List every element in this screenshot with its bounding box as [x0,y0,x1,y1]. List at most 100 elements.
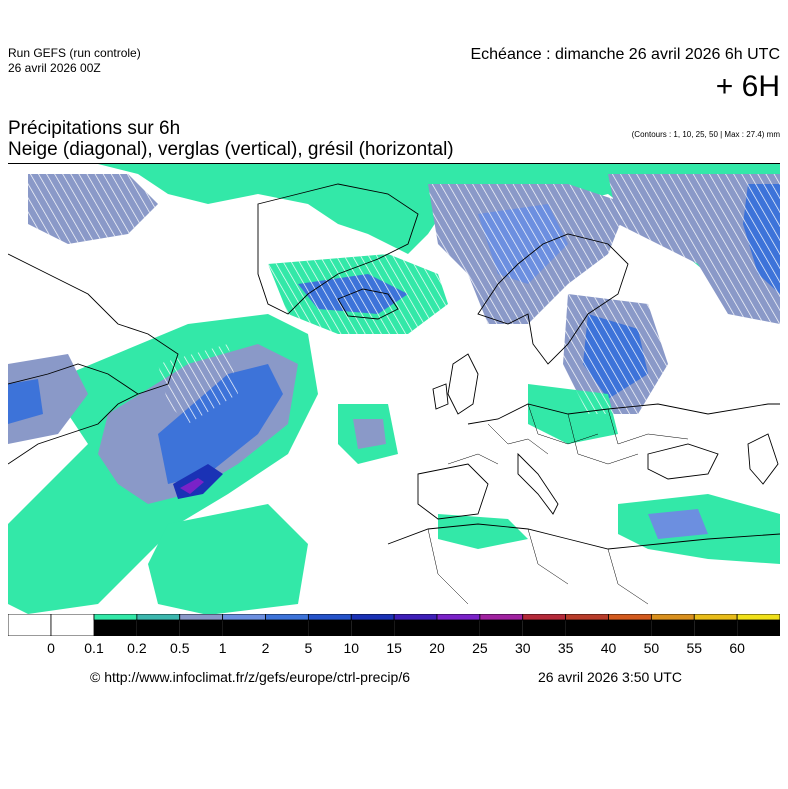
snow-area-labrador [158,344,238,424]
legend-swatch [307,613,352,621]
legend-swatch [736,613,781,621]
precipitation-map [8,163,780,615]
legend-label: 0.1 [84,640,104,656]
precip-area-italy [438,514,528,549]
ireland-coast [432,383,449,410]
border-layer [427,403,689,605]
legend-swatch-base [222,620,266,636]
legend-label: 0.2 [127,640,147,656]
legend-label: 25 [472,640,488,656]
run-date: 26 avril 2026 00Z [8,61,101,75]
legend-swatch [350,613,395,621]
legend-swatch [265,613,309,621]
legend-swatch-base [136,620,180,636]
precip-area-newfoundland-core [8,379,43,424]
legend-swatch [608,613,652,621]
legend-swatch-base [179,620,223,636]
legend-swatch-base [394,620,437,636]
legend-swatch-base [651,620,695,636]
snow-hatching-layer [28,174,780,424]
country-border-5 [447,453,499,465]
legend-swatch [136,613,181,621]
run-title: Run GEFS (run controle) [8,46,141,60]
legend-swatch-base [479,620,523,636]
country-border-3 [567,413,639,465]
legend-colorbar [7,613,781,637]
legend-swatch [7,613,52,637]
labrador-coast [8,253,179,395]
product-subtitle: Neige (diagonal), verglas (vertical), gr… [8,139,454,160]
snow-area-baltic [563,294,668,414]
legend-label: 20 [429,640,445,656]
precip-area-east-med-core [648,509,708,539]
precip-area-azores-core [353,419,386,449]
legend-swatch-base [308,620,352,636]
italy-coast [517,452,559,515]
country-border-4 [607,408,689,445]
legend-swatch-base [737,620,780,636]
legend-swatch [522,613,567,621]
legend-swatch [650,613,695,621]
legend-label: 1 [218,640,227,656]
legend-swatch [179,613,224,621]
legend-label: 0.5 [170,640,190,656]
legend-label: 35 [557,640,574,656]
snow-area-arctic [28,174,158,244]
country-border-8 [427,528,469,605]
legend-swatch [479,613,524,621]
country-border-2 [527,403,599,445]
lead-time: + 6H [715,70,780,103]
legend-label: 2 [261,640,270,656]
contours-note: (Contours : 1, 10, 25, 50 | Max : 27.4) … [631,130,780,139]
legend-swatch [50,613,95,637]
precip-area-newfoundland [8,354,88,444]
country-border-6 [527,528,569,585]
legend-swatch-base [437,620,480,636]
legend-swatch-base [351,620,395,636]
iceland-coast [337,288,399,320]
legend-swatch-base [565,620,609,636]
legend-swatch-base [694,620,738,636]
legend-label: 5 [304,640,313,656]
legend-swatch [222,613,266,621]
legend-swatch-base [608,620,652,636]
legend-label: 0 [47,640,55,656]
country-border-7 [607,548,649,605]
map-canvas [8,164,780,615]
greenland-coast [257,183,419,315]
precip-area-southwest [148,504,308,615]
legend-swatch [436,613,481,621]
legend-label: 40 [600,640,617,656]
precip-area-max [180,478,204,494]
legend-label: 55 [686,640,703,656]
scandinavia-coast [477,233,629,365]
black-sea-coast [647,443,719,480]
generated-time: 26 avril 2026 3:50 UTC [538,669,682,685]
legend-bar-svg [7,613,781,637]
precip-area-north-atlantic-high [158,364,283,484]
coastline-layer [8,183,780,550]
legend-label: 15 [386,640,402,656]
forecast-valid-time: Echéance : dimanche 26 avril 2026 6h UTC [470,46,780,63]
iberia-coast [417,463,489,520]
legend-swatch [565,613,609,621]
legend-swatch-base [94,620,137,636]
legend-label: 50 [643,640,660,656]
legend-label: 30 [514,640,531,656]
british-isles-coast [447,353,479,415]
legend-swatch-base [265,620,309,636]
north-america-coast [8,393,139,465]
caspian-coast [747,433,779,485]
north-africa-coast [387,523,780,550]
country-border-1 [487,423,549,455]
legend-swatch [693,613,738,621]
legend-swatch-base [522,620,566,636]
legend-label: 60 [729,640,745,656]
legend-swatch [93,613,138,621]
snow-area-scandinavia [428,184,628,324]
snow-area-iceland [268,254,448,334]
source-url: © http://www.infoclimat.fr/z/gefs/europe… [90,669,410,685]
legend-label: 10 [343,640,360,656]
product-title: Précipitations sur 6h [8,118,181,139]
legend-swatch [393,613,438,621]
